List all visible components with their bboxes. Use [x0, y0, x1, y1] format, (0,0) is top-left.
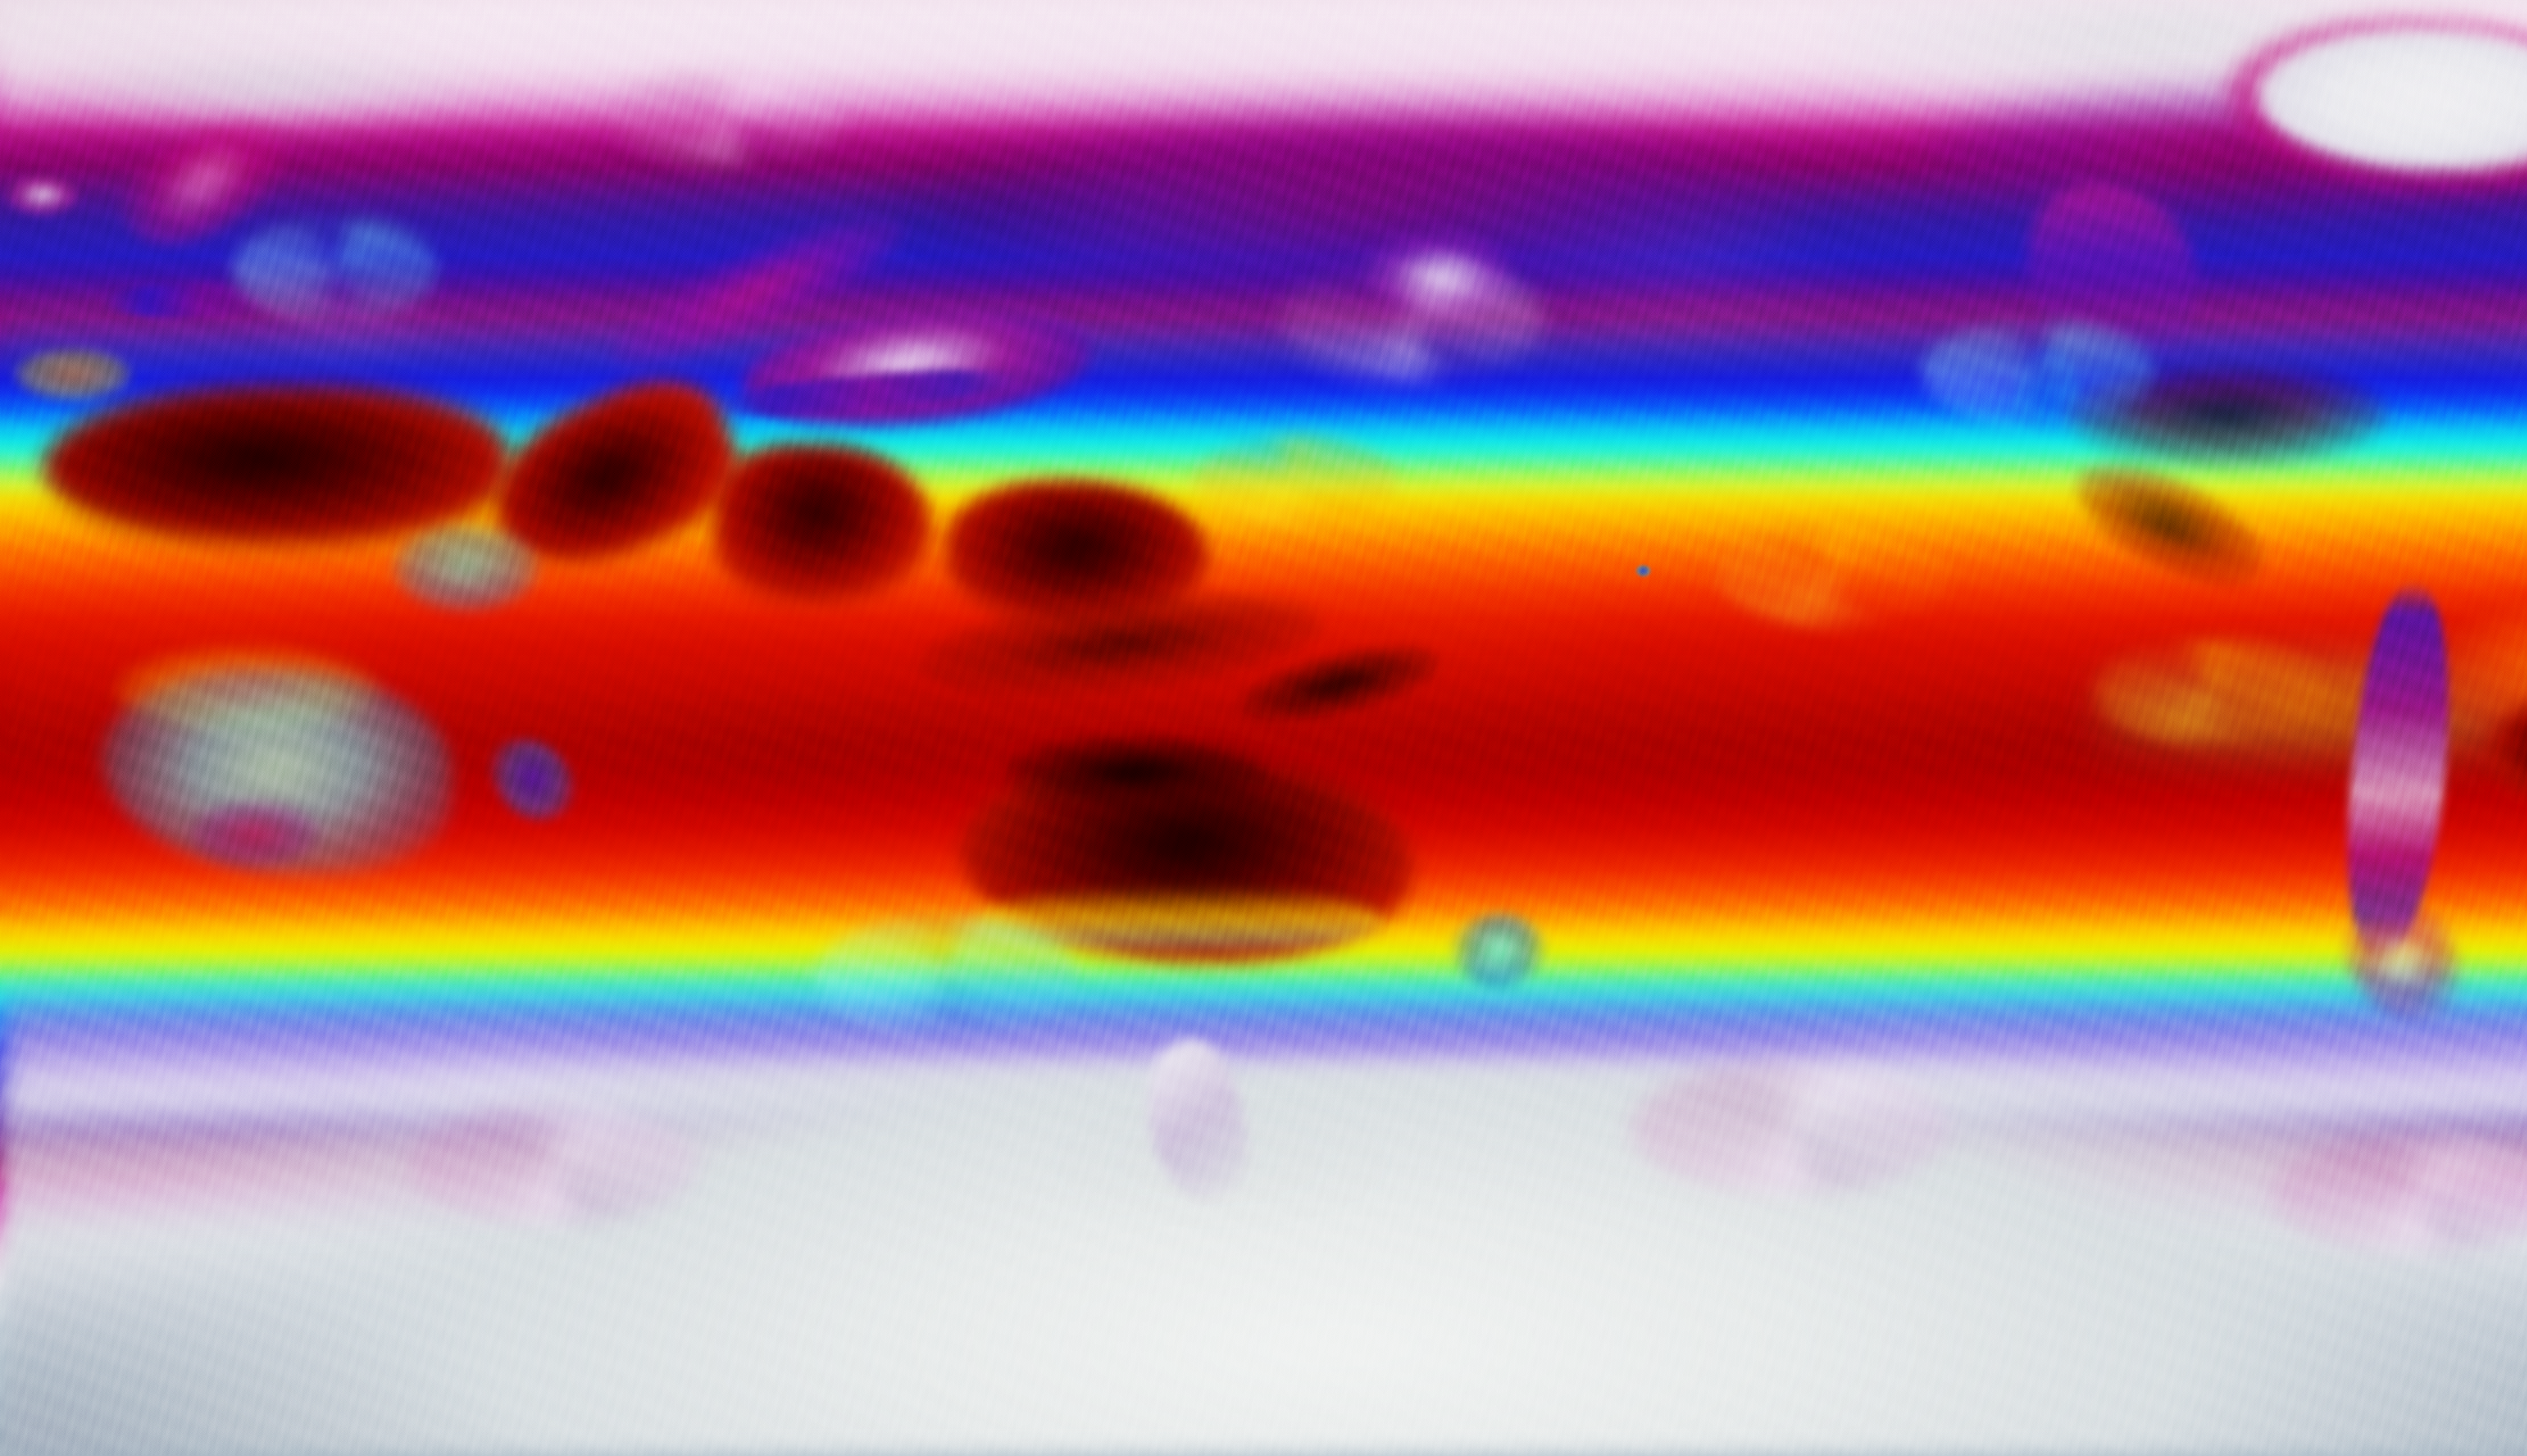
edge-vignette [0, 0, 2527, 1456]
temperature-map-canvas [0, 0, 2527, 1456]
